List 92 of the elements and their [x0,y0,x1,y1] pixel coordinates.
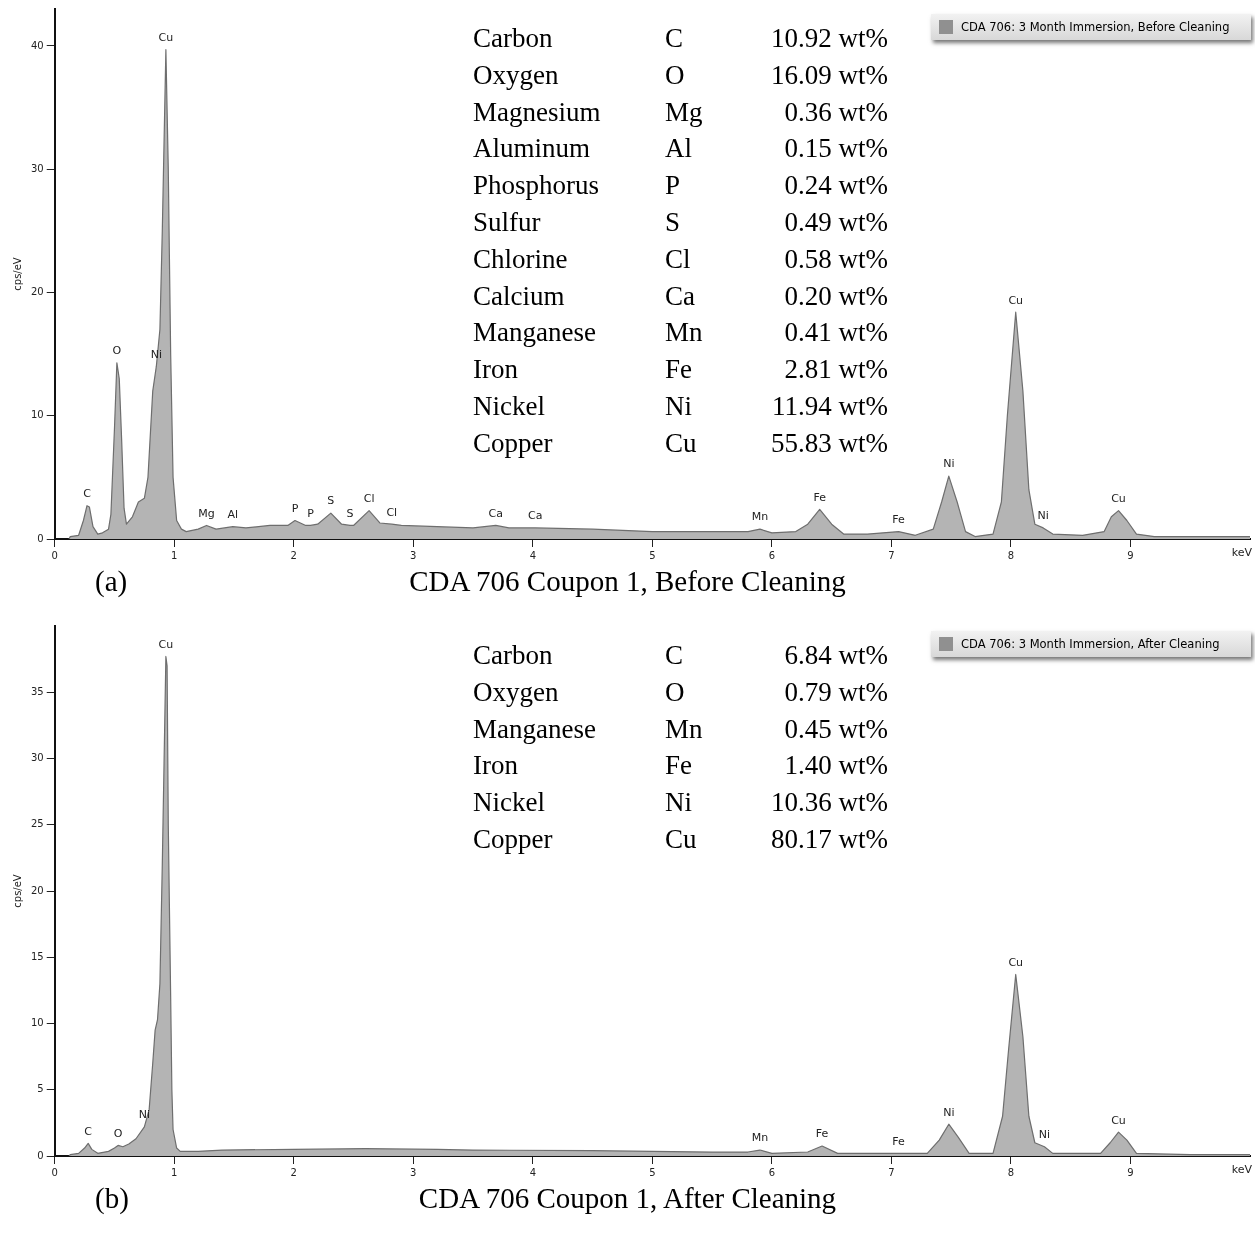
annotation: S [346,506,354,520]
y-tick-label: 5 [37,1083,44,1095]
y-tick-label: 35 [30,685,44,697]
annotation: Fe [815,1127,829,1141]
x-tick-label: 8 [1007,1166,1015,1178]
text: Manganese Mn 0.41 wt% [473,317,888,348]
text: Nickel Ni 11.94 wt% [473,390,888,421]
x-tick-label: 4 [529,549,537,561]
annotation: Ca [528,509,543,523]
x-tick-label: 6 [768,549,776,561]
text: CDA 706 Coupon 1, After Cleaning [418,1182,837,1214]
text: Iron Fe 1.40 wt% [473,750,888,781]
y-tick-label: 40 [30,39,44,51]
annotation: Cu [1111,1113,1126,1127]
text: Calcium Ca 0.20 wt% [473,280,888,311]
text: Sulfur S 0.49 wt% [473,206,888,237]
x-tick-label: 8 [1007,549,1015,561]
annotation: P [307,506,315,520]
annotation: Ni [138,1108,151,1122]
y-tick-label: 20 [30,286,44,298]
text: (b) [95,1182,129,1215]
annotation: S [327,494,335,508]
legend-label: CDA 706: 3 Month Immersion, Before Cleaning [961,20,1230,34]
x-tick-label: 5 [649,549,656,561]
x-tick-label: 3 [410,1166,417,1178]
text: Carbon C 10.92 wt% [473,23,888,53]
text: Nickel Ni 10.36 wt% [473,787,888,818]
text: Magnesium Mg 0.36 wt% [473,96,888,127]
annotation: P [291,501,299,515]
text: Iron Fe 2.81 wt% [473,354,888,385]
annotation: Mg [198,506,215,520]
annotation: Fe [813,490,827,504]
annotation: Cu [1111,492,1126,506]
y-tick-label: 0 [37,532,44,544]
y-tick-label: 15 [30,950,44,962]
annotation: Cu [158,31,174,45]
y-tick-label: 25 [30,818,44,830]
x-axis-title: keV [1231,546,1253,560]
text: CDA 706 Coupon 1, Before Cleaning [409,565,846,597]
annotation: Cu [1008,955,1024,969]
x-tick-label: 2 [290,549,297,561]
x-tick-label: 9 [1127,549,1134,561]
annotation: O [113,1126,123,1140]
annotation: Ni [1038,1128,1051,1142]
annotation: Fe [892,512,906,526]
x-axis-title: keV [1231,1163,1253,1177]
text: Oxygen O 16.09 wt% [473,59,888,90]
annotation: Ni [943,1105,955,1119]
x-tick-label: 0 [51,1166,58,1178]
annotation: Mn [751,1131,769,1145]
x-tick-label: 4 [529,1166,537,1178]
annotation: O [112,344,122,358]
annotation: Cu [1008,293,1024,307]
x-tick-label: 1 [171,549,178,561]
x-tick-label: 2 [290,1166,297,1178]
text: Copper Cu 55.83 wt% [473,427,888,458]
annotation: Al [227,508,239,522]
annotation: Cl [386,505,398,519]
annotation: C [84,1124,93,1138]
x-tick-label: 6 [768,1166,776,1178]
text: Copper Cu 80.17 wt% [473,823,888,854]
x-tick-label: 0 [51,549,58,561]
text: Aluminum Al 0.15 wt% [473,133,888,164]
text: Carbon C 6.84 wt% [473,640,888,670]
x-tick-label: 7 [888,549,895,561]
y-tick-label: 30 [30,162,44,174]
y-tick-label: 20 [30,884,44,896]
y-tick-label: 10 [30,1017,44,1029]
x-tick-label: 9 [1127,1166,1134,1178]
annotation: Ca [488,506,503,520]
annotation: C [83,487,92,501]
y-tick-label: 30 [30,752,44,764]
annotation: Mn [751,510,769,524]
x-tick-label: 3 [410,549,417,561]
text: Oxygen O 0.79 wt% [473,676,888,707]
y-axis-title: cps/eV [11,257,23,291]
y-tick-label: 10 [30,409,44,421]
annotation: Fe [892,1134,906,1148]
y-axis-title: cps/eV [11,874,23,908]
annotation: Ni [1037,509,1049,523]
text: Phosphorus P 0.24 wt% [473,170,888,201]
legend-label: CDA 706: 3 Month Immersion, After Cleaning [961,637,1220,651]
annotation: Cu [158,637,174,651]
annotation: Ni [943,457,955,471]
y-tick-label: 0 [37,1149,44,1161]
annotation: Cl [363,492,375,506]
text: Chlorine Cl 0.58 wt% [473,243,888,274]
text: (a) [95,565,128,598]
x-tick-label: 5 [649,1166,656,1178]
text: Manganese Mn 0.45 wt% [473,713,888,744]
x-tick-label: 7 [888,1166,895,1178]
x-tick-label: 1 [171,1166,178,1178]
